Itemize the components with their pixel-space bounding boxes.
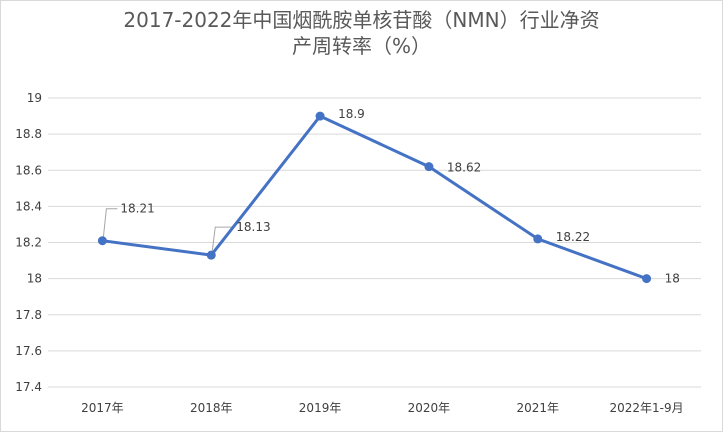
data-points: [97, 111, 652, 284]
y-tick-label: 19: [27, 91, 42, 105]
x-tick-label: 2018年: [190, 401, 233, 415]
data-label: 18.21: [120, 202, 154, 216]
leader-line: [211, 226, 234, 252]
data-point: [97, 236, 107, 246]
y-tick-label: 18.6: [15, 163, 42, 177]
x-tick-label: 2020年: [408, 401, 451, 415]
data-label: 18.13: [236, 220, 270, 234]
chart-title: 2017-2022年中国烟酰胺单核苷酸（NMN）行业净资 产周转率（%）: [1, 7, 722, 59]
data-point: [424, 162, 434, 172]
x-axis-ticks: 2017年 2018年 2019年 2020年 2021年 2022年1-9月: [81, 401, 684, 415]
x-tick-label: 2019年: [299, 401, 342, 415]
gridlines: [48, 97, 701, 388]
data-label: 18.9: [338, 107, 365, 121]
y-tick-label: 17.6: [15, 344, 42, 358]
data-label: 18: [665, 272, 680, 286]
chart-title-line-2: 产周转率（%）: [291, 34, 431, 58]
x-tick-label: 2021年: [516, 401, 559, 415]
y-tick-label: 18.2: [15, 236, 42, 250]
y-tick-label: 18.8: [15, 127, 42, 141]
data-point: [533, 234, 543, 244]
data-point: [206, 250, 216, 260]
data-point: [315, 111, 325, 121]
data-point: [642, 274, 652, 284]
y-tick-label: 18.4: [15, 199, 42, 213]
y-tick-label: 18: [27, 272, 42, 286]
leader-line: [102, 208, 118, 237]
y-tick-label: 17.8: [15, 308, 42, 322]
data-labels: 18.21 18.13 18.9 18.62 18.22 18: [120, 107, 679, 286]
x-tick-label: 2022年1-9月: [610, 401, 684, 415]
label-leader-lines: [102, 208, 234, 252]
y-axis-ticks: 17.4 17.6 17.8 18 18.2 18.4 18.6 18.8 19: [15, 91, 42, 394]
chart-title-line-1: 2017-2022年中国烟酰胺单核苷酸（NMN）行业净资: [123, 8, 600, 32]
series-line: [102, 114, 648, 281]
y-tick-label: 17.4: [15, 380, 42, 394]
data-label: 18.22: [556, 230, 590, 244]
data-label: 18.62: [447, 161, 481, 175]
x-tick-label: 2017年: [81, 401, 124, 415]
